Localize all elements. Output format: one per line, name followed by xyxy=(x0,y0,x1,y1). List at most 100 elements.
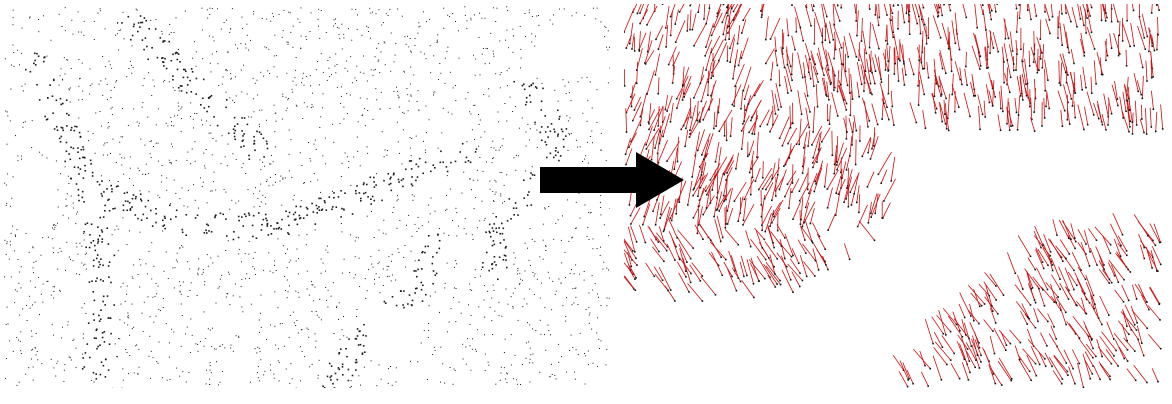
cloud-point xyxy=(159,197,161,198)
normal-vector xyxy=(906,4,908,14)
cloud-point xyxy=(575,12,577,14)
cloud-point xyxy=(212,138,214,139)
cloud-point xyxy=(311,310,313,312)
cloud-point xyxy=(226,293,228,294)
cloud-point xyxy=(439,161,442,164)
normal-vector xyxy=(1021,73,1027,96)
normal-base-point xyxy=(653,275,656,278)
normal-base-point xyxy=(1113,355,1115,357)
normal-vector xyxy=(637,4,642,14)
cloud-point xyxy=(312,92,313,94)
cloud-point xyxy=(362,114,364,116)
cloud-point xyxy=(351,213,354,215)
normal-vector xyxy=(693,204,701,218)
cloud-point xyxy=(483,94,485,95)
cloud-point xyxy=(127,324,129,326)
cloud-point xyxy=(161,181,162,183)
normal-vector xyxy=(679,4,685,13)
normal-base-point xyxy=(1006,122,1008,125)
cloud-point xyxy=(307,329,309,330)
cloud-point xyxy=(319,127,321,128)
cloud-point xyxy=(395,279,397,281)
cloud-point xyxy=(357,237,359,239)
cloud-point xyxy=(436,41,438,43)
normal-base-point xyxy=(1068,237,1070,240)
cloud-point xyxy=(177,102,179,104)
normal-vector xyxy=(817,47,823,69)
cloud-point xyxy=(38,19,40,20)
cloud-point xyxy=(97,345,99,348)
normal-base-point xyxy=(1009,342,1012,345)
normal-base-point xyxy=(825,264,827,266)
normal-base-point xyxy=(1129,109,1131,111)
normal-base-point xyxy=(917,104,920,106)
normal-vector xyxy=(1123,337,1136,352)
normal-vector xyxy=(723,177,728,196)
cloud-point xyxy=(411,194,413,196)
normal-vector xyxy=(774,93,779,110)
cloud-point xyxy=(196,214,199,217)
cloud-point xyxy=(287,291,289,293)
normal-vector xyxy=(1137,25,1146,50)
cloud-point xyxy=(340,216,342,218)
cloud-point xyxy=(121,22,123,24)
normal-vector xyxy=(758,241,770,259)
normal-vector xyxy=(1141,13,1148,37)
normal-vector xyxy=(728,16,731,40)
normal-vector xyxy=(933,347,948,365)
cloud-point xyxy=(379,292,381,294)
cloud-point xyxy=(214,215,217,217)
cloud-point xyxy=(205,149,207,150)
cloud-point xyxy=(378,43,380,45)
normal-base-point xyxy=(1038,69,1040,72)
cloud-point xyxy=(326,79,328,81)
cloud-point xyxy=(277,307,279,309)
cloud-point xyxy=(303,182,305,183)
normal-base-point xyxy=(958,48,961,51)
cloud-point xyxy=(131,34,134,37)
cloud-point xyxy=(310,160,312,162)
cloud-point xyxy=(555,290,557,292)
normal-base-point xyxy=(806,188,809,191)
cloud-point xyxy=(282,177,284,179)
normal-vector xyxy=(1080,241,1090,267)
cloud-point xyxy=(512,292,514,294)
cloud-point xyxy=(139,286,141,288)
cloud-point xyxy=(452,87,454,89)
cloud-point xyxy=(315,311,317,312)
normal-base-point xyxy=(919,32,922,35)
cloud-point xyxy=(434,210,436,212)
normal-base-point xyxy=(655,238,657,241)
normal-base-point xyxy=(718,59,720,62)
cloud-point xyxy=(329,376,332,379)
normal-base-point xyxy=(750,193,752,196)
normal-vector xyxy=(1050,4,1053,17)
normal-base-point xyxy=(1022,99,1024,101)
cloud-point xyxy=(98,320,101,322)
normal-base-point xyxy=(985,29,987,31)
cloud-point xyxy=(396,86,397,88)
cloud-point xyxy=(101,238,104,240)
normal-base-point xyxy=(721,274,724,277)
normal-base-point xyxy=(1036,71,1039,74)
cloud-point xyxy=(240,69,242,71)
cloud-point xyxy=(574,371,575,373)
normal-base-point xyxy=(808,126,810,129)
cloud-point xyxy=(36,52,38,55)
normal-base-point xyxy=(631,259,633,261)
cloud-point xyxy=(98,261,100,263)
normal-vector xyxy=(696,100,699,121)
cloud-point xyxy=(538,15,539,16)
cloud-point xyxy=(288,153,290,155)
cloud-point xyxy=(175,159,177,161)
normal-vector xyxy=(709,4,711,9)
normal-base-point xyxy=(1091,373,1094,375)
cloud-point xyxy=(571,269,572,271)
cloud-point xyxy=(602,268,604,270)
cloud-point xyxy=(169,204,171,207)
cloud-point xyxy=(326,375,329,378)
cloud-point xyxy=(501,232,504,235)
cloud-point xyxy=(14,302,16,304)
normal-base-point xyxy=(751,116,753,119)
cloud-point xyxy=(25,233,27,234)
